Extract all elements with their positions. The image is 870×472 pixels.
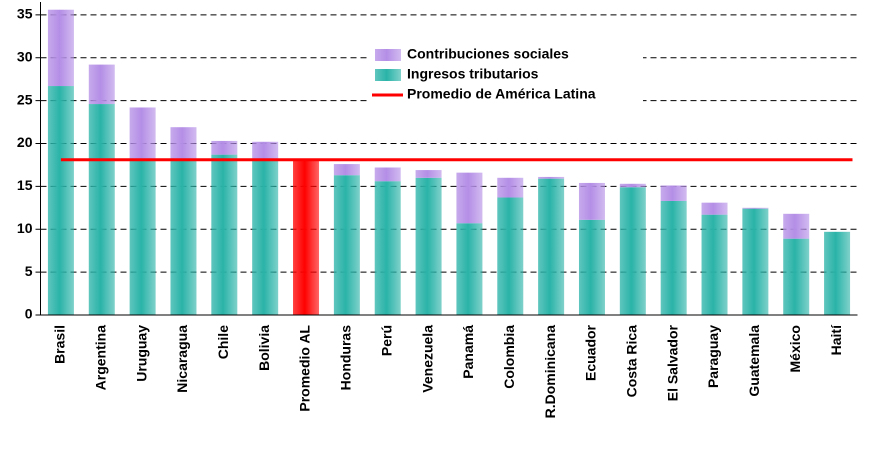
bar-segment: [619, 183, 646, 188]
x-tick-label: Uruguay: [133, 325, 149, 382]
bar-segment: [211, 154, 238, 315]
x-tick-label: Haití: [828, 324, 844, 355]
bar-segment: [170, 127, 197, 160]
x-tick-label: Venezuela: [419, 325, 435, 393]
x-tick-label: El Salvador: [664, 324, 680, 401]
x-tick-label: Ecuador: [583, 324, 599, 381]
bar-segment: [211, 140, 238, 155]
bar-segment: [742, 208, 769, 315]
y-tick-label: 30: [17, 48, 33, 64]
y-tick-label: 5: [25, 263, 33, 279]
bar-segment: [783, 238, 810, 315]
bar-segment: [252, 159, 279, 315]
bar-segment: [578, 219, 605, 315]
bar-segment: [374, 181, 401, 315]
y-tick-label: 20: [17, 134, 33, 150]
legend-swatch: [375, 69, 401, 81]
bar-segment: [824, 231, 851, 315]
x-tick-label: Nicaragua: [174, 325, 190, 393]
x-tick-label: Argentina: [92, 325, 108, 391]
legend-box: [368, 42, 643, 110]
legend-label: Contribuciones sociales: [407, 46, 569, 62]
x-tick-label: Guatemala: [746, 325, 762, 397]
x-tick-label: Brasil: [52, 325, 68, 364]
bar-segment: [497, 197, 524, 315]
x-tick-label: Paraguay: [705, 325, 721, 388]
bar-segment: [129, 107, 156, 160]
y-tick-label: 15: [17, 177, 33, 193]
bar-segment: [578, 182, 605, 220]
bar-segment: [538, 176, 565, 179]
x-tick-label: Chile: [215, 325, 231, 359]
x-tick-label: Colombia: [501, 325, 517, 389]
bar-segment: [538, 178, 565, 315]
bar-segment: [660, 200, 687, 315]
bar-segment: [170, 159, 197, 315]
x-tick-label: Perú: [378, 325, 394, 356]
bar-segment: [415, 177, 442, 315]
legend: Contribuciones sociales Ingresos tributar…: [368, 42, 643, 110]
x-tick-label: México: [787, 325, 803, 372]
bar-segment: [415, 170, 442, 178]
bar-segment: [783, 213, 810, 239]
bar-segment: [129, 159, 156, 315]
x-tick-label: Panamá: [460, 325, 476, 379]
bar-segment: [374, 167, 401, 182]
bar-segment: [333, 175, 360, 315]
bar-segment: [701, 214, 728, 315]
bar-segment: [333, 164, 360, 176]
bar-segment: [88, 104, 115, 316]
bar-segment: [742, 207, 769, 209]
x-tick-label: Honduras: [338, 325, 354, 391]
bar-segment: [252, 141, 279, 160]
y-tick-label: 10: [17, 220, 33, 236]
legend-swatch: [375, 49, 401, 61]
bar-segment: [456, 223, 483, 315]
y-tick-label: 25: [17, 91, 33, 107]
bar-segment: [47, 86, 74, 315]
x-tick-label: R.Dominicana: [542, 325, 558, 419]
legend-label: Promedio de América Latina: [407, 86, 596, 102]
bar-segment: [701, 202, 728, 215]
bar-segment: [660, 185, 687, 201]
x-tick-label: Costa Rica: [624, 325, 640, 398]
bar-segment: [619, 187, 646, 315]
y-tick-label: 0: [25, 306, 33, 322]
bar-segment: [456, 172, 483, 224]
bar-segment: [497, 177, 524, 198]
bar-segment: [47, 9, 74, 87]
bar-segment: [88, 64, 115, 105]
bar-segment: [293, 159, 320, 315]
x-tick-label: Promedio AL: [297, 325, 313, 412]
y-tick-label: 35: [17, 6, 33, 22]
legend-label: Ingresos tributarios: [407, 66, 539, 82]
x-tick-label: Bolivia: [256, 325, 272, 371]
